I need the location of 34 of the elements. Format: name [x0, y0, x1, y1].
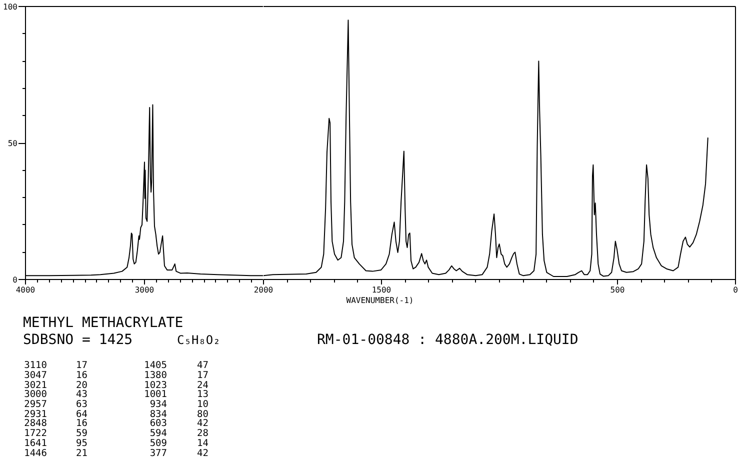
text: 1722 59: [24, 428, 88, 440]
text: 834 80: [150, 408, 208, 420]
x-tick-label: 500: [610, 286, 625, 294]
x-tick-label: 2000: [254, 286, 274, 294]
text: 3047 16: [24, 370, 88, 381]
text: 603 42: [150, 418, 208, 430]
text: 1446 21: [24, 448, 88, 457]
text: SDBSNO = 1425: [23, 332, 133, 348]
text: 1405 47: [144, 360, 208, 372]
text: 1023 24: [144, 380, 208, 391]
x-axis-title: WAVENUMBER(-1): [346, 296, 414, 305]
x-tick-label: 3000: [134, 286, 154, 294]
text: 509 14: [150, 438, 208, 449]
text: 3110 17: [24, 360, 88, 372]
text: 3000 43: [24, 389, 88, 400]
text: 1641 95: [24, 438, 88, 449]
text: 3021 20: [24, 380, 88, 391]
text: 2957 63: [24, 399, 88, 410]
text: RM-01-00848 : 4880A.200M.LIQUID: [317, 332, 578, 348]
y-tick-label: 100: [3, 2, 18, 12]
text: 2848 16: [24, 418, 88, 430]
x-tick-label: 4000: [16, 286, 36, 294]
text: METHYL METHACRYLATE: [23, 315, 184, 331]
y-tick-label: 0: [12, 276, 18, 284]
text: 2931 64: [24, 408, 88, 420]
text: 1001 13: [144, 389, 208, 400]
text: 377 42: [150, 448, 208, 457]
text: C₅H₈O₂: [177, 333, 220, 347]
text: 934 10: [150, 399, 208, 410]
x-tick-label: 0: [733, 286, 738, 294]
text: 594 28: [150, 428, 208, 440]
x-tick-label: 1500: [372, 286, 392, 294]
y-tick-label: 50: [8, 139, 18, 148]
text: 1380 17: [144, 370, 208, 381]
